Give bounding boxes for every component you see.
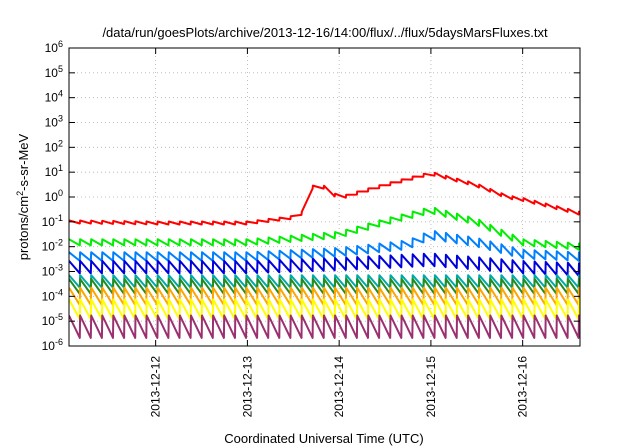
y-tick-exponent: 1	[58, 163, 63, 173]
chart-title: /data/run/goesPlots/archive/2013-12-16/1…	[102, 25, 548, 40]
x-tick-label: 2013-12-12	[149, 356, 163, 418]
x-tick-label: 2013-12-14	[332, 356, 346, 418]
y-tick-exponent: -6	[55, 337, 63, 347]
y-tick-label: 100	[45, 188, 63, 204]
y-tick-label: 102	[45, 138, 63, 154]
y-tick-base: 10	[45, 41, 59, 55]
y-tick-label: 106	[45, 39, 63, 55]
y-tick-base: 10	[42, 240, 56, 254]
y-tick-base: 10	[45, 66, 59, 80]
series-line-2	[69, 206, 580, 251]
y-axis-label-post: -s-sr-MeV	[16, 133, 31, 190]
y-tick-label: 10-3	[42, 263, 63, 279]
x-axis: 2013-12-12 2013-12-13 2013-12-14 2013-12-15…	[149, 48, 530, 417]
x-axis-label: Coordinated Universal Time (UTC)	[224, 431, 423, 446]
y-tick-label: 10-1	[42, 213, 63, 229]
y-tick-base: 10	[42, 339, 56, 353]
series-line-4	[69, 252, 580, 277]
series-line-1	[69, 171, 580, 226]
y-tick-exponent: 5	[58, 64, 63, 74]
y-axis-label-pre: protons/cm	[16, 196, 31, 260]
x-tick-label: 2013-12-13	[240, 356, 254, 418]
y-tick-label: 104	[45, 89, 63, 105]
series-line-3	[69, 230, 580, 262]
y-tick-exponent: -2	[55, 238, 63, 248]
y-tick-exponent: 3	[58, 114, 63, 124]
y-axis-label: protons/cm2-s-sr-MeV	[15, 133, 31, 260]
x-tick-label: 2013-12-16	[516, 356, 530, 418]
y-tick-exponent: 0	[58, 188, 63, 198]
y-tick-base: 10	[45, 140, 59, 154]
y-tick-base: 10	[45, 165, 59, 179]
y-tick-base: 10	[42, 215, 56, 229]
series-line-9	[69, 314, 580, 339]
y-tick-base: 10	[42, 289, 56, 303]
y-tick-label: 10-6	[42, 337, 63, 353]
y-tick-label: 101	[45, 163, 63, 179]
y-tick-label: 10-4	[42, 287, 63, 303]
y-tick-base: 10	[42, 265, 56, 279]
y-tick-base: 10	[45, 91, 59, 105]
y-tick-base: 10	[42, 314, 56, 328]
y-tick-label: 105	[45, 64, 63, 80]
series-line-8	[69, 298, 580, 321]
series-layer	[69, 171, 580, 339]
y-axis-label-sup: 2	[15, 191, 25, 196]
y-tick-label: 10-5	[42, 312, 63, 328]
series-line-6	[69, 278, 580, 295]
y-tick-exponent: -4	[55, 287, 63, 297]
y-tick-exponent: -3	[55, 263, 63, 273]
y-tick-exponent: 4	[58, 89, 63, 99]
y-tick-base: 10	[45, 190, 59, 204]
y-tick-exponent: 6	[58, 39, 63, 49]
series-line-7	[69, 286, 580, 306]
y-tick-exponent: 2	[58, 138, 63, 148]
x-tick-label: 2013-12-15	[424, 356, 438, 418]
y-tick-label: 10-2	[42, 238, 63, 254]
y-tick-base: 10	[45, 116, 59, 130]
y-tick-label: 103	[45, 114, 63, 130]
y-axis: 10-610-510-410-310-210-11001011021031041…	[42, 39, 580, 353]
y-tick-exponent: -1	[55, 213, 63, 223]
y-tick-exponent: -5	[55, 312, 63, 322]
